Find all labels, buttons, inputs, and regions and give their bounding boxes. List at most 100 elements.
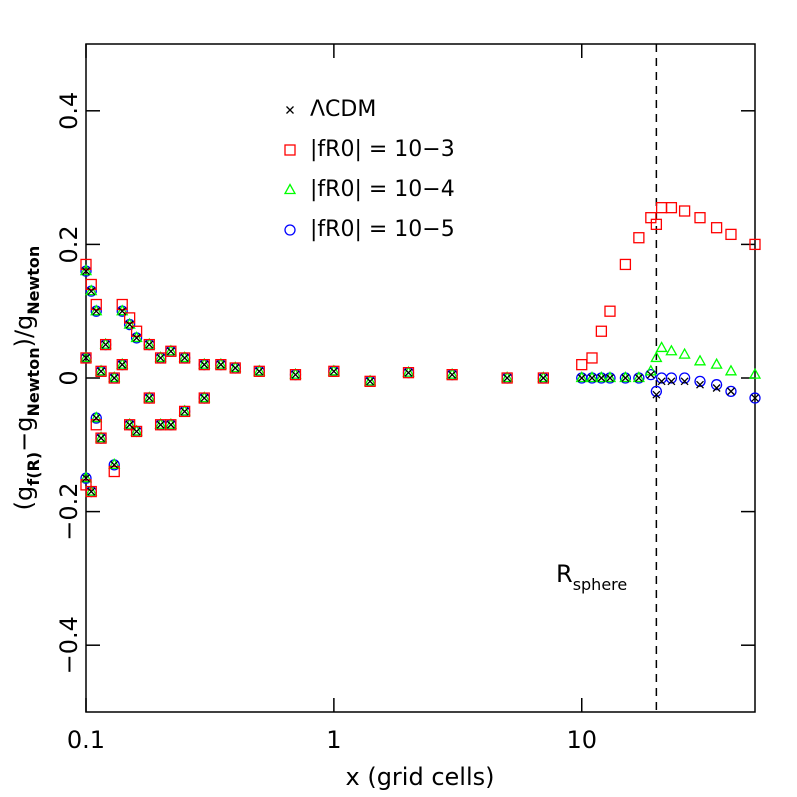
data-point bbox=[130, 425, 143, 438]
data-point bbox=[85, 278, 97, 291]
data-point bbox=[588, 374, 596, 382]
data-point bbox=[402, 365, 415, 377]
data-point bbox=[200, 360, 209, 369]
data-point bbox=[90, 411, 103, 423]
data-point bbox=[633, 232, 645, 244]
data-point bbox=[725, 385, 737, 398]
y-tick-label: 0.4 bbox=[55, 92, 83, 130]
data-point bbox=[576, 358, 588, 371]
data-point bbox=[619, 258, 632, 271]
data-point bbox=[328, 365, 340, 377]
data-point bbox=[603, 371, 617, 383]
data-point bbox=[143, 338, 155, 351]
data-point bbox=[101, 340, 110, 349]
data-point bbox=[214, 357, 227, 369]
data-point bbox=[725, 228, 737, 241]
data-point bbox=[132, 427, 141, 436]
data-point bbox=[606, 374, 614, 382]
data-point bbox=[657, 377, 666, 386]
x-tick-label: 10 bbox=[566, 726, 597, 754]
data-point bbox=[632, 371, 645, 383]
data-point bbox=[156, 420, 165, 429]
data-point bbox=[748, 367, 762, 379]
y-tick-label: 0 bbox=[55, 370, 83, 385]
data-point bbox=[79, 471, 93, 483]
data-point bbox=[710, 222, 723, 234]
y-axis-label-part: f(R) bbox=[24, 452, 43, 486]
data-point bbox=[90, 298, 102, 311]
data-point bbox=[595, 371, 608, 383]
data-point bbox=[655, 202, 668, 214]
data-point bbox=[446, 369, 458, 381]
data-point bbox=[665, 202, 678, 214]
data-point bbox=[586, 352, 598, 364]
data-point bbox=[665, 372, 678, 384]
data-point bbox=[95, 365, 107, 377]
y-tick-label: −0.2 bbox=[55, 482, 83, 540]
x-tick-label: 0.1 bbox=[67, 726, 105, 754]
data-point bbox=[289, 367, 302, 379]
data-point bbox=[655, 341, 668, 353]
data-point bbox=[82, 267, 90, 276]
data-point bbox=[154, 351, 167, 363]
data-point bbox=[448, 370, 457, 379]
data-point bbox=[289, 369, 302, 381]
data-point bbox=[123, 317, 136, 329]
data-point bbox=[694, 375, 706, 387]
data-point bbox=[123, 419, 136, 431]
data-point bbox=[145, 340, 154, 349]
data-point bbox=[82, 354, 90, 362]
y-axis-label-part: Newton bbox=[24, 246, 43, 315]
data-point bbox=[749, 392, 761, 404]
data-point bbox=[145, 394, 154, 402]
data-point bbox=[108, 372, 120, 384]
data-point bbox=[329, 367, 338, 376]
data-point bbox=[215, 358, 227, 371]
legend-marker bbox=[286, 106, 294, 114]
data-point bbox=[751, 394, 759, 402]
data-point bbox=[327, 364, 340, 376]
annotation-part: sphere bbox=[573, 575, 628, 594]
data-point bbox=[130, 331, 143, 343]
data-point bbox=[404, 368, 413, 377]
data-point bbox=[165, 345, 177, 357]
y-axis-label-part: −g bbox=[10, 416, 38, 451]
data-point bbox=[253, 364, 266, 376]
data-point bbox=[198, 357, 211, 369]
y-tick-label: 0.2 bbox=[55, 225, 83, 263]
data-point bbox=[125, 420, 134, 429]
data-point bbox=[99, 338, 112, 351]
data-point bbox=[90, 419, 102, 431]
data-point bbox=[710, 379, 723, 391]
y-axis-label-part: (g bbox=[10, 486, 38, 511]
y-axis-label-part: )/g bbox=[10, 315, 38, 348]
data-point bbox=[595, 325, 608, 337]
data-point bbox=[724, 364, 738, 376]
data-point bbox=[164, 344, 177, 356]
data-point bbox=[110, 460, 119, 469]
data-point bbox=[143, 337, 156, 349]
data-point bbox=[132, 333, 141, 342]
data-point bbox=[178, 352, 191, 364]
data-point bbox=[180, 354, 189, 362]
data-point bbox=[577, 374, 586, 382]
data-point bbox=[97, 367, 106, 376]
data-point bbox=[749, 238, 761, 251]
data-point bbox=[652, 390, 661, 399]
data-point bbox=[585, 371, 599, 383]
data-point bbox=[94, 431, 108, 443]
x-tick-label: 1 bbox=[326, 726, 341, 754]
data-point bbox=[178, 351, 191, 363]
data-point bbox=[678, 205, 691, 217]
data-point bbox=[90, 304, 103, 316]
data-point bbox=[575, 371, 588, 383]
data-point bbox=[85, 284, 98, 296]
data-point bbox=[539, 374, 548, 382]
data-point bbox=[650, 385, 663, 398]
data-point bbox=[503, 374, 512, 382]
data-point bbox=[87, 287, 96, 296]
data-point bbox=[231, 364, 240, 372]
data-point bbox=[291, 370, 300, 379]
data-point bbox=[92, 307, 101, 316]
